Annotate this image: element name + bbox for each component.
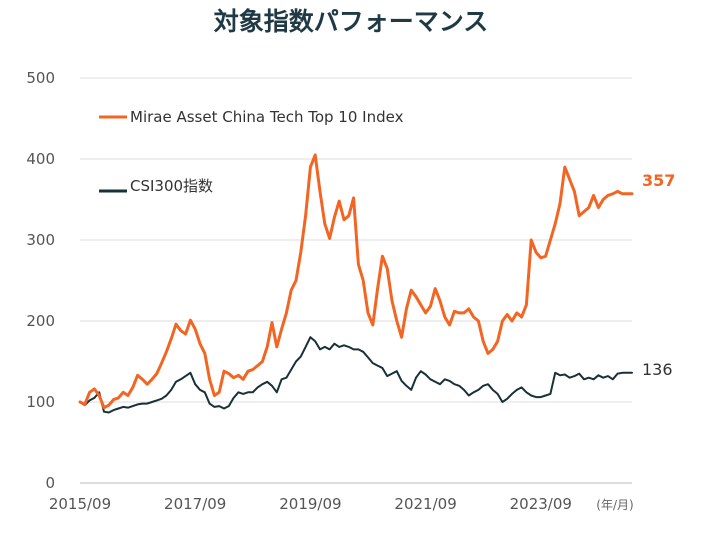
y-tick-label: 100 xyxy=(26,393,55,411)
end-value-label-series-2: 136 xyxy=(642,360,673,379)
y-axis-ticks: 0 100 200 300 400 500 xyxy=(26,69,55,492)
y-tick-label: 200 xyxy=(26,312,55,330)
end-value-label-series-1: 357 xyxy=(642,171,675,190)
chart-title: 対象指数パフォーマンス xyxy=(214,7,489,36)
x-tick-label: 2019/09 xyxy=(279,495,341,513)
x-tick-label: 2021/09 xyxy=(394,495,456,513)
series-lines xyxy=(78,153,634,414)
x-unit-label: (年/月) xyxy=(596,498,633,512)
x-axis-ticks: 2015/09 2017/09 2019/09 2021/09 2023/09 xyxy=(49,495,572,513)
y-tick-label: 0 xyxy=(45,474,55,492)
legend: Mirae Asset China Tech Top 10 Index CSI3… xyxy=(99,108,404,195)
legend-label-series-2: CSI300指数 xyxy=(130,177,213,195)
y-tick-label: 500 xyxy=(26,69,55,87)
series-line-1 xyxy=(78,153,634,410)
series-line-2 xyxy=(79,336,633,414)
x-tick-label: 2017/09 xyxy=(164,495,226,513)
gridlines xyxy=(80,77,632,484)
x-tick-label: 2015/09 xyxy=(49,495,111,513)
x-tick-label: 2023/09 xyxy=(510,495,572,513)
y-tick-label: 300 xyxy=(26,231,55,249)
legend-label-series-1: Mirae Asset China Tech Top 10 Index xyxy=(130,108,404,126)
y-tick-label: 400 xyxy=(26,150,55,168)
